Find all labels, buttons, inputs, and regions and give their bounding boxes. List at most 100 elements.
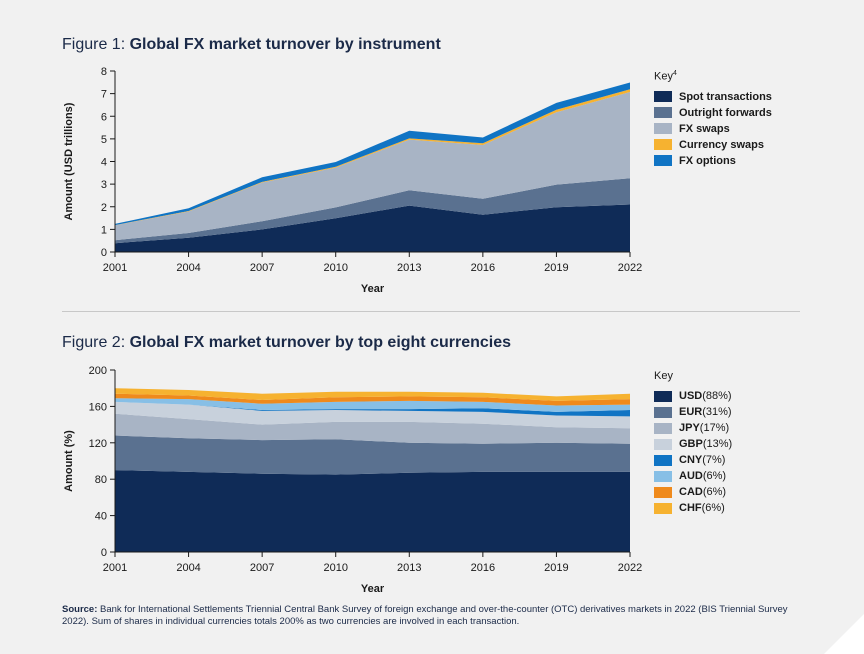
x-tick-label: 2007 <box>250 262 274 274</box>
figure1-chart: 0 1 2 3 4 5 6 7 8 2001 2004 2007 2010 2013 2016 2019 202… <box>63 66 642 295</box>
legend-item: FX swaps <box>654 121 772 137</box>
area-aud <box>115 398 630 412</box>
legend-item: GBP (13%) <box>654 436 732 452</box>
x-tick-label: 2004 <box>176 262 200 274</box>
x-tick-label: 2013 <box>397 562 421 574</box>
x-tick-label: 2016 <box>471 262 495 274</box>
x-tick-label: 2010 <box>323 262 347 274</box>
y-tick-label: 8 <box>101 66 107 78</box>
figure1-legend-rows: Spot transactions Outright forwards FX swa… <box>654 89 772 169</box>
source-note: Source: Bank for International Settlemen… <box>62 604 802 628</box>
legend-share: (31%) <box>702 406 732 418</box>
legend-item: EUR (31%) <box>654 404 732 420</box>
legend-swatch <box>654 91 672 103</box>
x-tick-label: 2001 <box>103 262 127 274</box>
area-gbp <box>115 401 630 429</box>
y-tick-label: 160 <box>89 401 107 413</box>
y-tick-label: 120 <box>89 438 107 450</box>
legend-label: USD <box>679 390 703 402</box>
legend-label: GBP <box>679 438 703 450</box>
legend-swatch <box>654 438 672 450</box>
x-tick-label: 2001 <box>103 562 127 574</box>
area-cad <box>115 393 630 406</box>
figure2-title: Figure 2: Global FX market turnover by t… <box>62 334 511 352</box>
area-spot-transactions <box>115 204 630 252</box>
figure1-legend: Key4 Spot transactions Outright forwards F… <box>654 70 772 169</box>
y-tick-label: 80 <box>95 474 107 486</box>
y-tick-label: 0 <box>101 547 107 559</box>
legend-share: (88%) <box>702 390 732 402</box>
legend-swatch <box>654 107 672 119</box>
legend-label: CNY <box>679 454 703 466</box>
x-axis-title: Year <box>361 283 385 295</box>
legend-swatch <box>654 123 672 135</box>
legend-label: FX swaps <box>679 122 730 135</box>
y-tick-label: 40 <box>95 511 107 523</box>
legend-share: (6%) <box>702 470 727 482</box>
area-usd <box>115 470 630 552</box>
legend-label: CAD <box>679 486 703 498</box>
area-fx-swaps <box>115 92 630 241</box>
legend-item: CAD (6%) <box>654 484 732 500</box>
page-corner-decoration <box>824 614 864 654</box>
legend-label: Spot transactions <box>679 90 772 103</box>
figure1-title-main: Global FX market turnover by instrument <box>129 36 441 53</box>
source-label: Source: <box>62 604 98 615</box>
legend-item: AUD (6%) <box>654 468 732 484</box>
y-tick-label: 1 <box>101 224 107 236</box>
legend-item: USD (88%) <box>654 388 732 404</box>
figure1-legend-title-text: Key <box>654 70 673 83</box>
figure2-title-main: Global FX market turnover by top eight c… <box>129 334 512 351</box>
legend-share: (13%) <box>702 438 733 450</box>
legend-label: Currency swaps <box>679 138 764 151</box>
x-tick-label: 2016 <box>471 562 495 574</box>
figure2-legend-title: Key <box>654 370 673 382</box>
y-tick-label: 0 <box>101 247 107 259</box>
figure2-legend-rows: USD (88%) EUR (31%) JPY (17%) GBP (13%) CNY … <box>654 388 732 516</box>
figure2-legend: Key USD (88%) EUR (31%) JPY (17%) GBP (13%)… <box>654 370 732 516</box>
legend-share: (17%) <box>699 422 730 434</box>
legend-share: (7%) <box>702 454 726 466</box>
legend-swatch <box>654 422 672 434</box>
x-tick-label: 2013 <box>397 262 421 274</box>
legend-label: CHF <box>679 502 702 514</box>
legend-label: AUD <box>679 470 703 482</box>
figure1-legend-title: Key4 <box>654 70 772 83</box>
legend-swatch <box>654 406 672 418</box>
legend-swatch <box>654 502 672 514</box>
legend-swatch <box>654 139 672 151</box>
legend-share: (6%) <box>701 502 725 514</box>
area-cny <box>115 401 630 417</box>
x-tick-label: 2022 <box>618 562 642 574</box>
legend-item: Spot transactions <box>654 89 772 105</box>
figure2-chart: 0 40 80 120 160 200 2001 2004 2007 2010 2013 2016 20… <box>63 365 642 595</box>
legend-item: Outright forwards <box>654 105 772 121</box>
x-tick-label: 2010 <box>323 562 347 574</box>
y-tick-label: 3 <box>101 179 107 191</box>
legend-share: (6%) <box>702 486 727 498</box>
figure2-title-prefix: Figure 2: <box>62 334 130 351</box>
figure1-title-prefix: Figure 1: <box>62 36 130 53</box>
x-tick-label: 2004 <box>176 562 200 574</box>
legend-item: JPY (17%) <box>654 420 732 436</box>
y-tick-label: 200 <box>89 365 107 377</box>
legend-item: FX options <box>654 153 772 169</box>
legend-swatch <box>654 390 672 402</box>
figure-divider <box>62 311 800 312</box>
y-axis-title: Amount (%) <box>63 430 75 492</box>
area-jpy <box>115 413 630 444</box>
legend-swatch <box>654 470 672 482</box>
y-tick-label: 4 <box>101 157 107 169</box>
legend-label: JPY <box>679 422 700 434</box>
x-axis-title: Year <box>361 583 385 595</box>
source-text: Bank for International Settlements Trien… <box>62 604 788 627</box>
x-tick-label: 2019 <box>544 562 568 574</box>
area-chf <box>115 388 630 401</box>
legend-swatch <box>654 454 672 466</box>
x-tick-label: 2019 <box>544 262 568 274</box>
y-axis-title: Amount (USD trillions) <box>63 102 75 220</box>
y-tick-label: 2 <box>101 202 107 214</box>
legend-label: EUR <box>679 406 703 418</box>
x-tick-label: 2022 <box>618 262 642 274</box>
legend-item: CHF (6%) <box>654 500 732 516</box>
